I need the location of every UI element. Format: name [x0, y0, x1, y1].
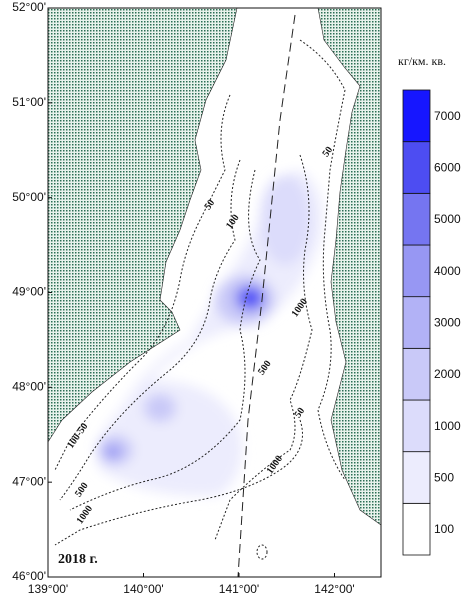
isobaths	[54, 39, 346, 560]
colorbar-label: 2000	[434, 367, 461, 381]
colorbar-band	[402, 141, 431, 194]
lat-label: 47°00'	[12, 474, 46, 488]
lat-label: 46°00'	[12, 569, 46, 583]
colorbar-label: 500	[434, 471, 454, 485]
lon-label: 142°00'	[314, 582, 354, 596]
colorbar-band	[402, 89, 431, 143]
colorbar-label: 1000	[434, 419, 461, 433]
lat-label: 51°00'	[12, 95, 46, 109]
lat-label: 48°00'	[12, 380, 46, 394]
lat-label: 50°00'	[12, 190, 46, 204]
lon-label: 141°00'	[219, 582, 259, 596]
colorbar-label: 5000	[434, 212, 461, 226]
colorbar-band	[402, 347, 431, 401]
colorbar-label: 3000	[434, 316, 461, 330]
colorbar-label: 7000	[434, 109, 461, 123]
colorbar-band	[402, 192, 431, 246]
colorbar-band	[402, 502, 431, 556]
land-west	[48, 8, 238, 443]
colorbar-label: 4000	[434, 264, 461, 278]
section-line	[237, 14, 296, 577]
colorbar-band	[402, 451, 431, 504]
year-label: 2018 г.	[58, 552, 98, 567]
colorbar-band	[402, 399, 431, 453]
lat-label: 49°00'	[12, 285, 46, 299]
land-east	[317, 8, 381, 526]
map-area	[48, 8, 381, 577]
colorbar-label: 100	[434, 522, 454, 536]
colorbar-label: 6000	[434, 161, 461, 175]
colorbar-band	[402, 296, 431, 349]
lat-label: 52°00'	[12, 0, 46, 14]
colorbar-band	[402, 244, 431, 298]
lon-label: 140°00'	[123, 582, 163, 596]
lon-label: 139°00'	[28, 582, 68, 596]
colorbar-unit: кг/км. кв.	[398, 54, 446, 68]
